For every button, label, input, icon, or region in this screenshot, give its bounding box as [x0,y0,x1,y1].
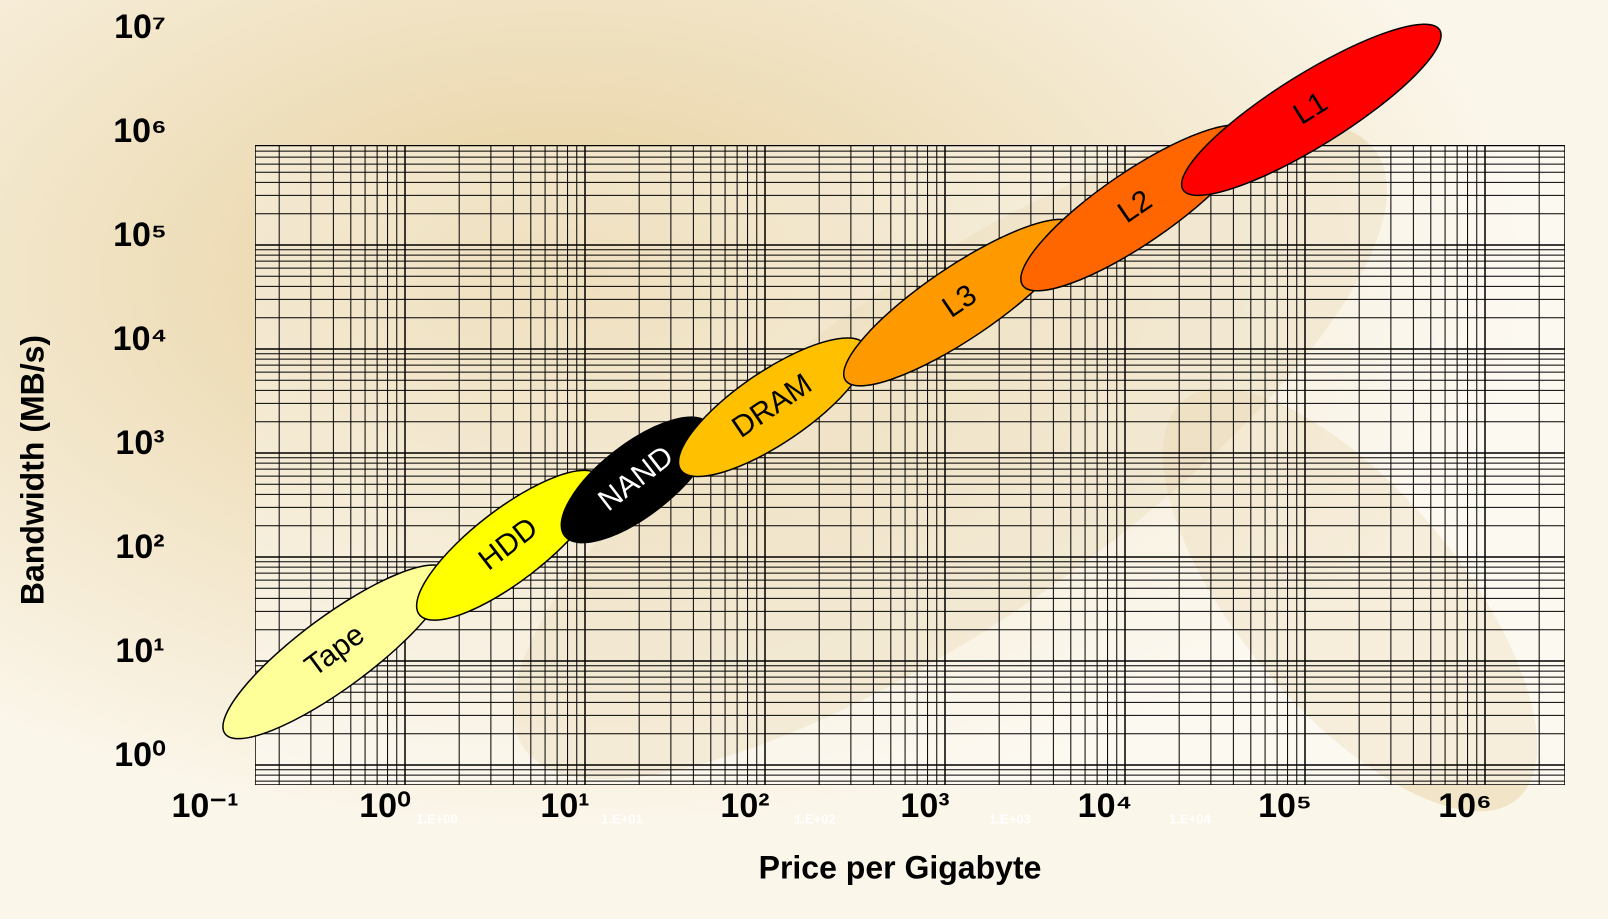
x-tick-label: 10³ [900,787,949,825]
y-tick-label: 10⁷ [114,8,166,46]
annotation: 1.E+00 [416,811,458,826]
x-tick-label: 10⁰ [359,787,410,825]
x-tick-label: 10⁻¹ [171,787,238,825]
x-axis-title: Price per Gigabyte [759,849,1042,885]
y-tick-label: 10⁶ [113,112,166,150]
y-axis-title: Bandwidth (MB/s) [14,335,50,605]
background-shape [513,120,1387,780]
annotation: 1.E+01 [601,811,643,826]
annotation: 1.E+03 [989,811,1031,826]
y-tick-label: 10³ [115,424,164,462]
y-tick-label: 10⁰ [114,736,165,774]
annotation: 1.E+04 [1169,811,1211,826]
x-tick-label: 10⁴ [1078,787,1133,825]
x-tick-label: 10⁶ [1438,787,1491,825]
x-tick-label: 10² [720,787,769,825]
y-tick-label: 10¹ [115,632,164,670]
y-tick-label: 10⁵ [113,216,167,254]
y-tick-label: 10⁴ [113,320,168,358]
x-tick-label: 10¹ [540,787,589,825]
x-tick-label: 10⁵ [1258,787,1312,825]
annotation: 1.E+02 [794,811,836,826]
plot-area [255,145,1565,785]
region [1180,23,1442,197]
y-tick-label: 10² [115,528,164,566]
